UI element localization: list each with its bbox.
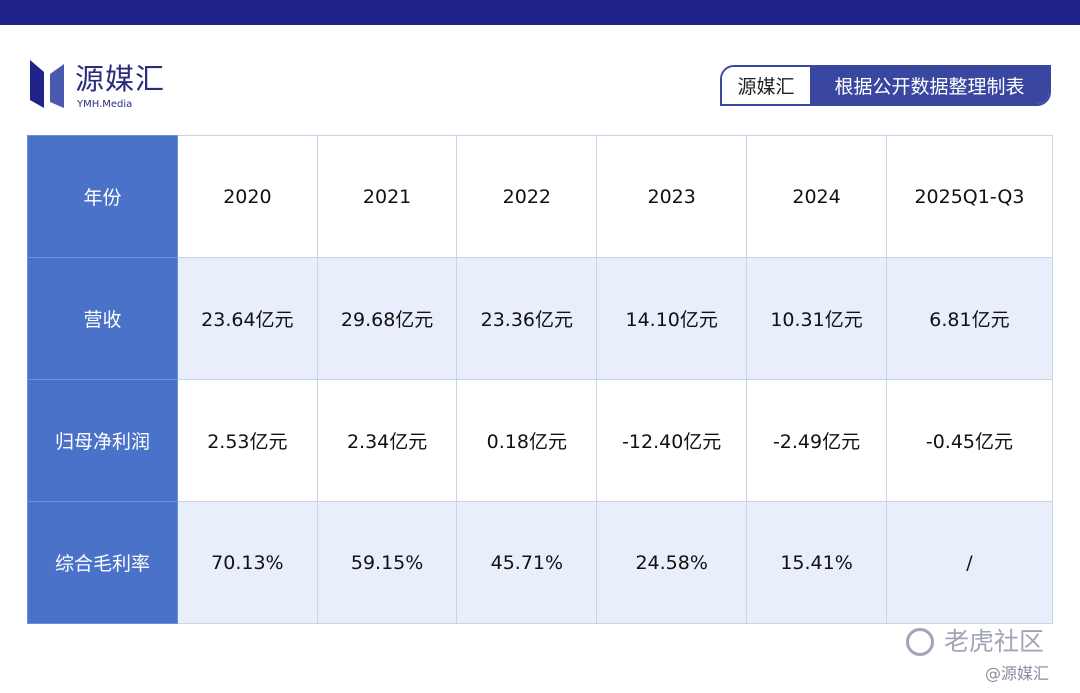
table-cell: 2023 <box>596 135 748 258</box>
table-row: 年份 2020 2021 2022 2023 2024 2025Q1-Q3 <box>27 135 1054 258</box>
table-cell: -2.49亿元 <box>746 379 887 502</box>
table-cell: 23.36亿元 <box>456 257 598 380</box>
table-row: 综合毛利率 70.13% 59.15% 45.71% 24.58% 15.41% / <box>27 501 1054 624</box>
row-header: 营收 <box>27 257 178 380</box>
table-cell: 29.68亿元 <box>316 257 458 380</box>
top-bar <box>0 0 1080 25</box>
table-cell: 2025Q1-Q3 <box>885 135 1054 258</box>
badge-text: 根据公开数据整理制表 <box>810 67 1049 104</box>
table-cell: 70.13% <box>177 501 318 624</box>
table-cell: 59.15% <box>316 501 458 624</box>
watermark: 老虎社区 <box>906 627 1044 657</box>
table-cell: / <box>885 501 1054 624</box>
row-header: 综合毛利率 <box>27 501 178 624</box>
logo-text: 源媒汇 <box>75 62 166 96</box>
table-cell: 2022 <box>456 135 598 258</box>
table-row: 营收 23.64亿元 29.68亿元 23.36亿元 14.10亿元 10.31亿元 6.8… <box>27 257 1054 380</box>
table-cell: 15.41% <box>746 501 887 624</box>
table-cell: 2020 <box>177 135 318 258</box>
logo-subtitle: YMH.Media <box>77 99 133 110</box>
row-header: 年份 <box>27 135 178 258</box>
table-cell: 2.34亿元 <box>316 379 458 502</box>
watermark-text: 老虎社区 <box>944 627 1045 656</box>
logo-icon <box>30 60 64 108</box>
badge-brand: 源媒汇 <box>722 67 810 104</box>
row-header: 归母净利润 <box>27 379 178 502</box>
financial-table: 年份 2020 2021 2022 2023 2024 2025Q1-Q3 营收 23.64亿元… <box>27 135 1054 624</box>
table-cell: 2021 <box>316 135 458 258</box>
table-cell: 23.64亿元 <box>177 257 318 380</box>
table-cell: 0.18亿元 <box>456 379 598 502</box>
table-cell: -0.45亿元 <box>885 379 1054 502</box>
table-cell: 14.10亿元 <box>596 257 748 380</box>
table-cell: -12.40亿元 <box>596 379 748 502</box>
table-cell: 10.31亿元 <box>746 257 887 380</box>
table-row: 归母净利润 2.53亿元 2.34亿元 0.18亿元 -12.40亿元 -2.49亿元 -0… <box>27 379 1054 502</box>
table-cell: 24.58% <box>596 501 748 624</box>
table-cell: 45.71% <box>456 501 598 624</box>
source-badge: 源媒汇 根据公开数据整理制表 <box>720 65 1051 106</box>
table-cell: 6.81亿元 <box>885 257 1054 380</box>
tiger-logo-icon <box>906 628 934 656</box>
table-cell: 2024 <box>746 135 887 258</box>
watermark-credit: @源媒汇 <box>985 664 1050 683</box>
table-cell: 2.53亿元 <box>177 379 318 502</box>
